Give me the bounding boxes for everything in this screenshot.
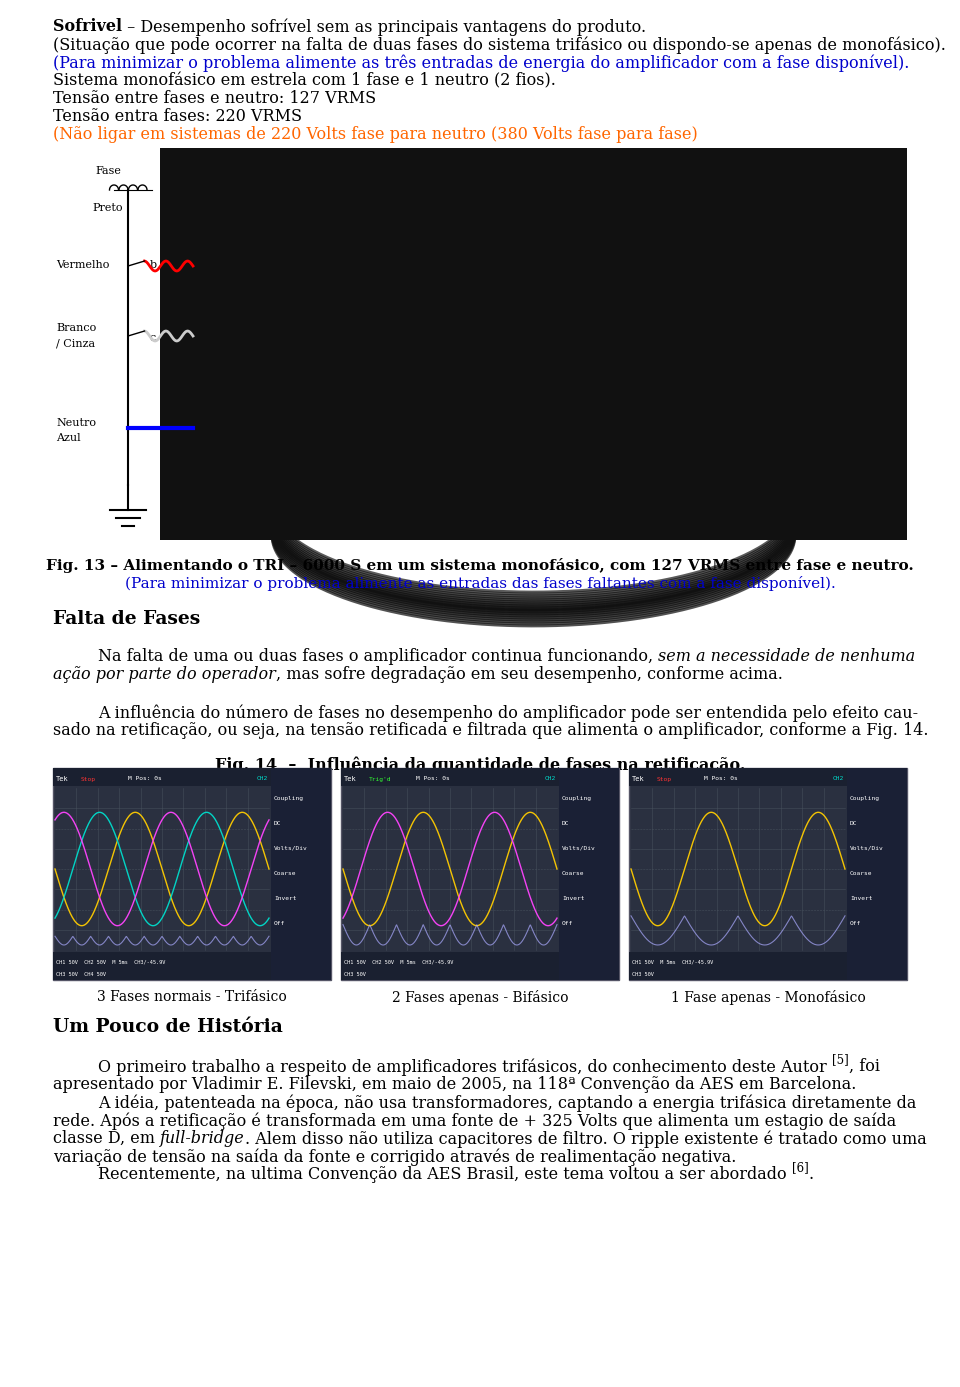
- Text: A idéia, patenteada na época, não usa transformadores, captando a energia trifás: A idéia, patenteada na época, não usa tr…: [98, 1094, 917, 1111]
- Text: Tensão entra fases: 220 VRMS: Tensão entra fases: 220 VRMS: [53, 108, 302, 125]
- Text: Fase: Fase: [95, 166, 121, 176]
- Text: M Pos: 0s: M Pos: 0s: [128, 777, 161, 781]
- FancyBboxPatch shape: [271, 768, 331, 981]
- Text: Coarse: Coarse: [274, 871, 297, 877]
- Text: Fig. 14  –  Influência da quantidade de fases na retificação.: Fig. 14 – Influência da quantidade de fa…: [215, 756, 745, 774]
- Text: Recentemente, na ultima Convenção da AES Brasil, este tema voltou a ser abordado: Recentemente, na ultima Convenção da AES…: [98, 1166, 792, 1183]
- Text: Coupling: Coupling: [274, 796, 304, 802]
- Text: Vermelho: Vermelho: [56, 259, 109, 270]
- Text: Invert: Invert: [850, 896, 873, 902]
- Text: Fig. 13 – Alimentando o TRI – 6000 S em um sistema monofásico, com 127 VRMS entr: Fig. 13 – Alimentando o TRI – 6000 S em …: [46, 558, 914, 573]
- Text: variação de tensão na saída da fonte e corrigido através de realimentação negati: variação de tensão na saída da fonte e c…: [53, 1148, 736, 1165]
- Text: Volts/Div: Volts/Div: [850, 846, 884, 852]
- FancyBboxPatch shape: [53, 148, 160, 540]
- Text: Tek: Tek: [344, 775, 357, 782]
- Text: CH2: CH2: [256, 777, 268, 781]
- Text: [5]: [5]: [832, 1053, 849, 1067]
- FancyBboxPatch shape: [53, 951, 271, 981]
- Text: CH1 50V  M 5ms  CH3/-45.9V: CH1 50V M 5ms CH3/-45.9V: [632, 958, 713, 964]
- Text: apresentado por Vladimir E. Filevski, em maio de 2005, na 118ª Convenção da AES : apresentado por Vladimir E. Filevski, em…: [53, 1076, 856, 1093]
- Text: (Não ligar em sistemas de 220 Volts fase para neutro (380 Volts fase para fase): (Não ligar em sistemas de 220 Volts fase…: [53, 126, 698, 143]
- Text: Trig'd: Trig'd: [369, 777, 392, 781]
- Text: Sistema monofásico em estrela com 1 fase e 1 neutro (2 fios).: Sistema monofásico em estrela com 1 fase…: [53, 72, 556, 89]
- Text: Coarse: Coarse: [850, 871, 873, 877]
- Text: Coupling: Coupling: [850, 796, 880, 802]
- Text: CH1 50V  CH2 50V  M 5ms  CH3/-45.9V: CH1 50V CH2 50V M 5ms CH3/-45.9V: [56, 958, 165, 964]
- Text: Falta de Fases: Falta de Fases: [53, 610, 201, 628]
- Text: . Alem disso não utiliza capacitores de filtro. O ripple existente é tratado com: . Alem disso não utiliza capacitores de …: [245, 1130, 926, 1147]
- Text: Invert: Invert: [274, 896, 297, 902]
- Text: Neutro: Neutro: [56, 417, 96, 429]
- FancyBboxPatch shape: [53, 768, 271, 786]
- Text: 3 Fases normais - Trifásico: 3 Fases normais - Trifásico: [97, 990, 287, 1004]
- Text: DC: DC: [562, 821, 569, 827]
- Text: sado na retificação, ou seja, na tensão retificada e filtrada que alimenta o amp: sado na retificação, ou seja, na tensão …: [53, 723, 928, 739]
- Text: Coupling: Coupling: [562, 796, 592, 802]
- Text: (Para minimizar o problema alimente as três entradas de energia do amplificador : (Para minimizar o problema alimente as t…: [53, 54, 909, 72]
- Text: CH3 50V: CH3 50V: [344, 972, 366, 976]
- Text: ação por parte do operador: ação por parte do operador: [53, 666, 276, 682]
- FancyBboxPatch shape: [53, 768, 331, 981]
- Text: Tensão entre fases e neutro: 127 VRMS: Tensão entre fases e neutro: 127 VRMS: [53, 90, 376, 107]
- Text: Tek: Tek: [56, 775, 69, 782]
- Text: Coarse: Coarse: [562, 871, 585, 877]
- Text: , mas sofre degradação em seu desempenho, conforme acima.: , mas sofre degradação em seu desempenho…: [276, 666, 782, 682]
- Text: Off: Off: [562, 921, 573, 927]
- Text: classe D, em: classe D, em: [53, 1130, 160, 1147]
- Text: CH3 50V: CH3 50V: [632, 972, 654, 976]
- FancyBboxPatch shape: [559, 768, 619, 981]
- FancyBboxPatch shape: [847, 768, 907, 981]
- Text: Off: Off: [274, 921, 285, 927]
- FancyBboxPatch shape: [629, 768, 847, 786]
- Text: Off: Off: [850, 921, 861, 927]
- FancyBboxPatch shape: [341, 951, 559, 981]
- Text: 2 Fases apenas - Bifásico: 2 Fases apenas - Bifásico: [392, 990, 568, 1006]
- Text: DC: DC: [274, 821, 281, 827]
- Text: Volts/Div: Volts/Div: [274, 846, 308, 852]
- Text: .: .: [808, 1166, 814, 1183]
- Text: Preto: Preto: [93, 203, 123, 214]
- FancyBboxPatch shape: [341, 768, 619, 981]
- Text: Azul: Azul: [56, 433, 81, 442]
- Text: CH1 50V  CH2 50V  M 5ms  CH3/-45.9V: CH1 50V CH2 50V M 5ms CH3/-45.9V: [344, 958, 453, 964]
- Text: Stop: Stop: [657, 777, 672, 781]
- Text: CH2: CH2: [544, 777, 556, 781]
- Text: M Pos: 0s: M Pos: 0s: [704, 777, 737, 781]
- Text: , foi: , foi: [849, 1058, 879, 1075]
- Text: Na falta de uma ou duas fases o amplificador continua funcionando,: Na falta de uma ou duas fases o amplific…: [98, 648, 659, 664]
- Text: O primeiro trabalho a respeito de amplificadores trifásicos, do conhecimento des: O primeiro trabalho a respeito de amplif…: [98, 1058, 832, 1075]
- FancyBboxPatch shape: [629, 768, 907, 981]
- Text: Branco: Branco: [56, 323, 96, 333]
- FancyBboxPatch shape: [341, 768, 559, 786]
- FancyBboxPatch shape: [160, 148, 907, 540]
- Text: full-bridge: full-bridge: [160, 1130, 245, 1147]
- Text: Stop: Stop: [81, 777, 96, 781]
- Text: 1 Fase apenas - Monofásico: 1 Fase apenas - Monofásico: [671, 990, 865, 1006]
- FancyBboxPatch shape: [629, 951, 847, 981]
- Text: DC: DC: [850, 821, 857, 827]
- Text: (Para minimizar o problema alimente as entradas das fases faltantes com a fase d: (Para minimizar o problema alimente as e…: [125, 576, 835, 591]
- Text: rede. Após a retificação é transformada em uma fonte de + 325 Volts que alimenta: rede. Após a retificação é transformada …: [53, 1112, 897, 1129]
- Text: sem a necessidade de nenhuma: sem a necessidade de nenhuma: [659, 648, 916, 664]
- Text: CH2: CH2: [832, 777, 844, 781]
- Text: Um Pouco de História: Um Pouco de História: [53, 1018, 283, 1036]
- Text: – Desempenho sofrível sem as principais vantagens do produto.: – Desempenho sofrível sem as principais …: [122, 18, 646, 36]
- Text: c: c: [150, 333, 156, 343]
- Text: Sofrivel: Sofrivel: [53, 18, 122, 35]
- Text: Invert: Invert: [562, 896, 585, 902]
- Text: A influência do número de fases no desempenho do amplificador pode ser entendida: A influência do número de fases no desem…: [98, 705, 918, 721]
- Text: (Situação que pode ocorrer na falta de duas fases do sistema trifásico ou dispon: (Situação que pode ocorrer na falta de d…: [53, 36, 946, 54]
- Text: M Pos: 0s: M Pos: 0s: [416, 777, 449, 781]
- Text: CH3 50V  CH4 50V: CH3 50V CH4 50V: [56, 972, 106, 976]
- Text: Tek: Tek: [632, 775, 645, 782]
- Text: b: b: [150, 259, 157, 270]
- Text: [6]: [6]: [792, 1161, 808, 1173]
- Text: / Cinza: / Cinza: [56, 338, 95, 348]
- Text: Volts/Div: Volts/Div: [562, 846, 596, 852]
